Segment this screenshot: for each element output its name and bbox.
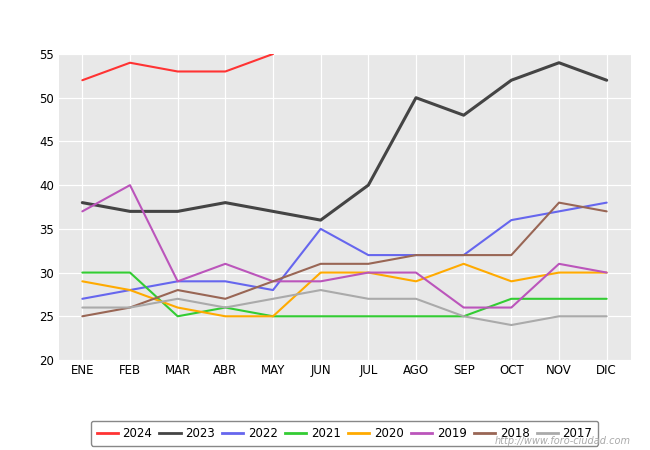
- Legend: 2024, 2023, 2022, 2021, 2020, 2019, 2018, 2017: 2024, 2023, 2022, 2021, 2020, 2019, 2018…: [90, 421, 599, 446]
- Text: Afiliados en Somosierra a 31/5/2024: Afiliados en Somosierra a 31/5/2024: [174, 14, 476, 33]
- Text: http://www.foro-ciudad.com: http://www.foro-ciudad.com: [495, 436, 630, 446]
